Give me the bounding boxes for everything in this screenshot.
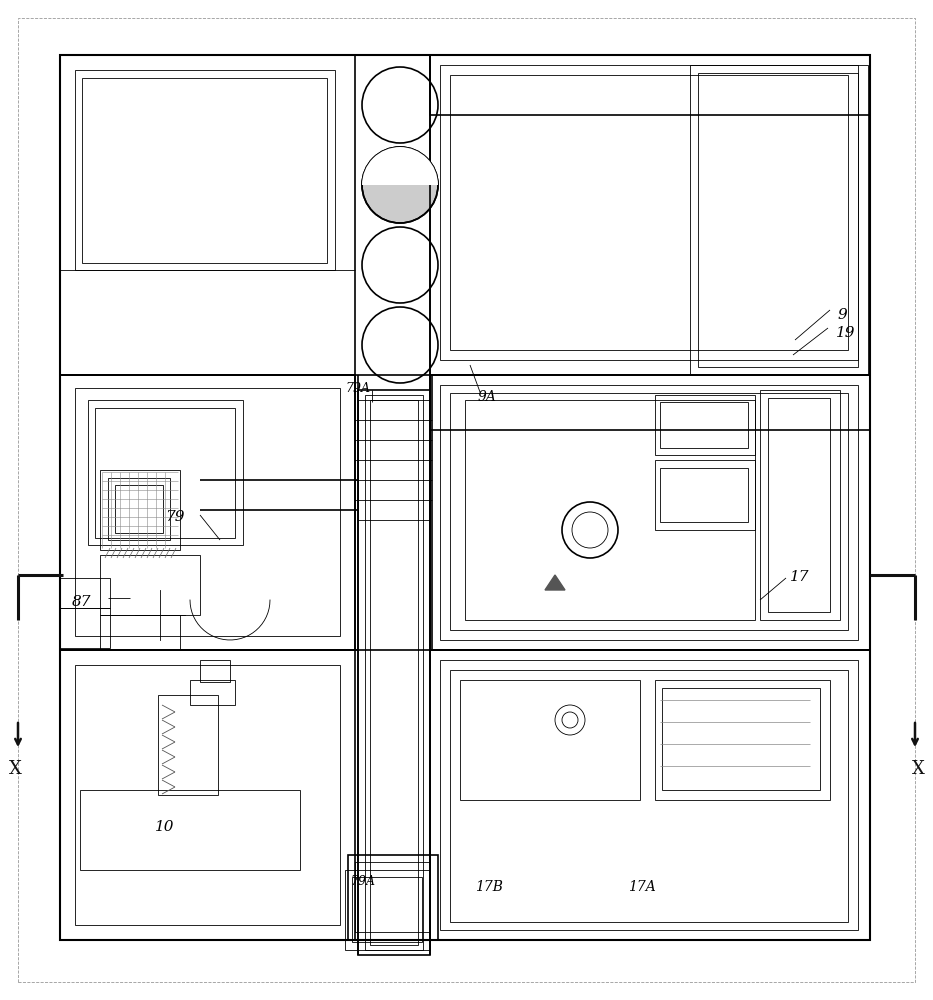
Text: X: X	[912, 760, 925, 778]
Bar	[108, 478, 170, 540]
Bar	[460, 680, 640, 800]
Text: 87: 87	[72, 595, 91, 609]
Polygon shape	[545, 575, 565, 590]
Bar	[88, 400, 243, 545]
Bar	[450, 670, 848, 922]
Bar	[430, 55, 870, 430]
Bar	[75, 70, 335, 270]
Bar	[660, 402, 748, 448]
Bar	[430, 375, 870, 650]
Bar	[82, 78, 327, 263]
Bar	[768, 398, 830, 612]
Text: 10: 10	[155, 820, 174, 834]
Bar	[158, 695, 218, 795]
Bar	[355, 862, 430, 932]
Text: 9A: 9A	[478, 390, 497, 404]
Text: 17B: 17B	[475, 880, 503, 894]
Bar	[430, 55, 870, 375]
Bar	[690, 65, 868, 375]
Bar	[358, 390, 430, 955]
Bar	[100, 555, 200, 615]
Bar	[662, 688, 820, 790]
Bar	[60, 375, 355, 650]
Bar	[465, 400, 755, 620]
Bar	[345, 870, 430, 950]
Text: 79: 79	[165, 510, 185, 524]
Text: X: X	[8, 760, 21, 778]
Bar	[358, 400, 430, 520]
Bar	[60, 578, 110, 608]
Bar	[190, 680, 235, 705]
Bar	[60, 55, 870, 940]
Bar	[60, 608, 110, 648]
Bar	[80, 790, 300, 870]
Bar	[352, 877, 422, 942]
Text: 17: 17	[790, 570, 810, 584]
Bar	[348, 855, 438, 940]
Bar	[100, 615, 180, 650]
Circle shape	[362, 147, 438, 223]
Text: 17A: 17A	[628, 880, 656, 894]
Bar	[440, 385, 858, 640]
Bar	[440, 660, 858, 930]
Bar	[75, 388, 340, 636]
Bar	[760, 390, 840, 620]
Bar	[450, 75, 848, 350]
Bar	[60, 650, 355, 940]
Bar	[95, 408, 235, 538]
Text: 9: 9	[838, 308, 848, 322]
Bar	[655, 680, 830, 800]
Bar	[655, 395, 755, 455]
Bar	[60, 55, 355, 375]
Bar	[430, 55, 870, 115]
Bar	[655, 460, 755, 530]
Bar	[430, 650, 870, 940]
Bar	[440, 65, 858, 360]
Bar	[200, 660, 230, 682]
Bar	[660, 468, 748, 522]
Bar	[365, 395, 423, 950]
Bar	[370, 400, 418, 945]
Bar	[75, 665, 340, 925]
Bar	[450, 393, 848, 630]
Text: 79A: 79A	[345, 382, 370, 395]
Text: 79A: 79A	[350, 875, 375, 888]
Bar	[698, 73, 858, 367]
Wedge shape	[362, 147, 438, 185]
Text: 19: 19	[836, 326, 856, 340]
Bar	[100, 470, 180, 550]
Bar	[115, 485, 163, 533]
